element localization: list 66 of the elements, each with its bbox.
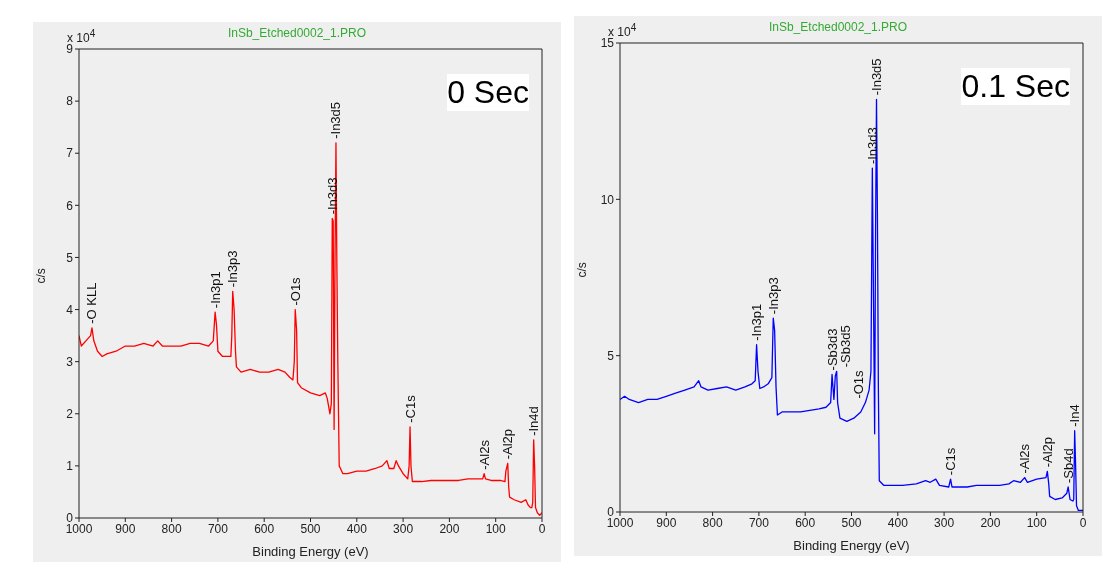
annotation: -In3d5 <box>328 101 344 139</box>
annotation: 0.1 Sec <box>961 68 1070 105</box>
annotation: -In4 <box>1067 404 1083 427</box>
x-axis-title: Binding Energy (eV) <box>793 538 910 553</box>
x-tick-label: 200 <box>439 521 460 536</box>
x-tick-label: 800 <box>702 515 723 530</box>
annotation: -Al2p <box>500 428 516 460</box>
annotation: -Sb4d <box>1060 448 1076 483</box>
y-tick-label: 9 <box>66 42 74 57</box>
x-tick-label: 1000 <box>606 515 634 530</box>
y-tick-label: 6 <box>66 198 74 213</box>
x-tick-label: 0 <box>538 521 546 536</box>
x-tick-label: 300 <box>934 515 955 530</box>
annotation: -C1s <box>402 394 418 423</box>
x-tick-label: 700 <box>207 521 229 536</box>
annotation: -In3d3 <box>324 177 340 215</box>
y-tick-label: 1 <box>66 459 74 474</box>
text: x 10$^{4}$ <box>67 28 96 45</box>
chart-title: InSb_Etched0002_1.PRO <box>227 26 367 40</box>
x-tick-label: 1000 <box>65 521 93 536</box>
chart-title: InSb_Etched0002_1.PRO <box>768 20 908 34</box>
x-tick-label: 0 <box>1079 515 1087 530</box>
annotation: -O KLL <box>84 282 100 324</box>
x-axis-title: Binding Energy (eV) <box>252 544 369 559</box>
annotation: -In3d3 <box>864 127 880 165</box>
x-tick-label: 400 <box>346 521 368 536</box>
y-tick-label: 7 <box>66 146 74 161</box>
annotation: -Al2s <box>1017 443 1033 474</box>
annotation: -Al2p <box>1039 436 1055 468</box>
annotation: -Sb3d5 <box>837 325 853 368</box>
x-tick-label: 500 <box>300 521 321 536</box>
x-tick-label: 900 <box>656 515 677 530</box>
x-tick-label: 400 <box>887 515 909 530</box>
y-tick-label: 15 <box>600 36 615 51</box>
text: x 10$^{4}$ <box>608 22 637 39</box>
x-tick-label: 600 <box>795 515 816 530</box>
annotation: 0 Sec <box>447 74 529 111</box>
y-axis-title: c/s <box>575 262 590 278</box>
annotation: -In3p1 <box>749 303 765 341</box>
x-tick-label: 300 <box>393 521 414 536</box>
x-tick-label: 900 <box>115 521 136 536</box>
annotation: -In3d5 <box>869 58 884 96</box>
y-tick-label: 2 <box>66 407 74 422</box>
x-tick-label: 500 <box>841 515 862 530</box>
y-axis-title: c/s <box>34 268 49 284</box>
x-tick-label: 700 <box>748 515 770 530</box>
y-tick-label: 3 <box>66 354 74 369</box>
y-tick-label: 4 <box>66 302 74 317</box>
x-tick-label: 100 <box>1026 515 1048 530</box>
annotation: -In3p1 <box>207 271 223 309</box>
annotation: -In3p3 <box>225 250 241 288</box>
annotation: -Sb3d3 <box>824 328 840 371</box>
y-tick-label: 5 <box>66 250 74 265</box>
x-tick-label: 600 <box>254 521 275 536</box>
annotation: -In4d <box>526 406 542 436</box>
x-tick-label: 100 <box>485 521 507 536</box>
annotation: -C1s <box>943 447 959 476</box>
x-tick-label: 800 <box>161 521 182 536</box>
annotation: -O1s <box>850 369 866 399</box>
annotation: -Al2s <box>476 439 492 470</box>
y-tick-label: 5 <box>607 348 615 363</box>
annotation: -In3p3 <box>765 277 781 315</box>
y-tick-label: 8 <box>66 94 74 109</box>
y-tick-label: 10 <box>600 192 615 207</box>
annotation: -O1s <box>287 276 303 306</box>
x-tick-label: 200 <box>980 515 1001 530</box>
